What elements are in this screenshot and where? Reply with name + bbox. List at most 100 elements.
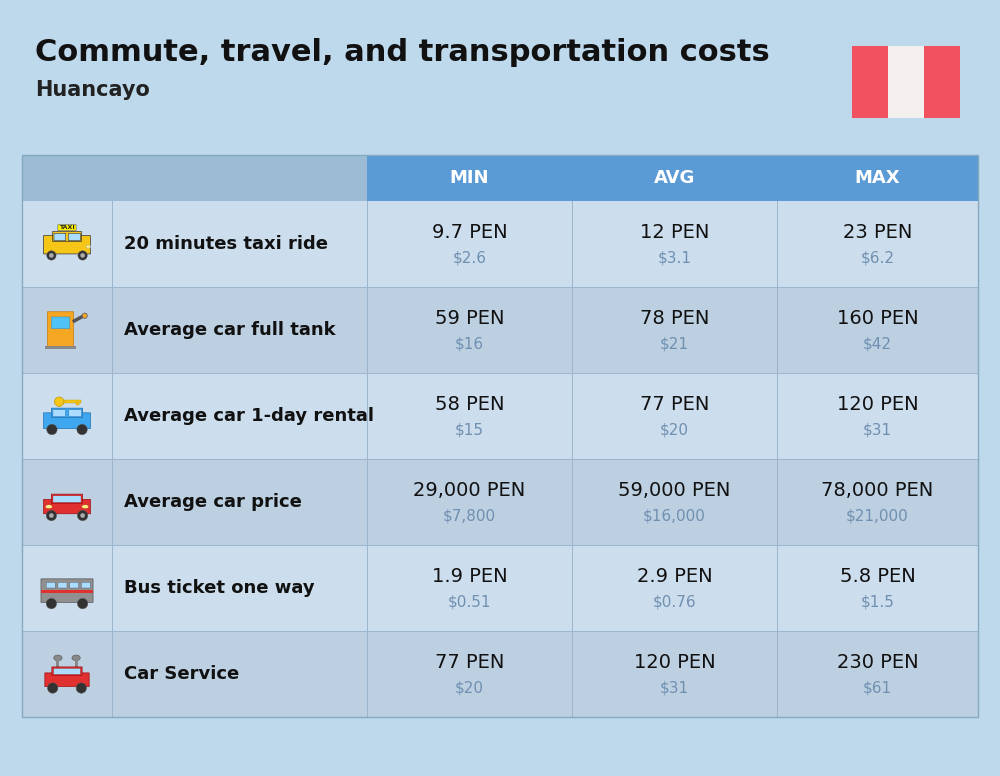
FancyBboxPatch shape bbox=[46, 582, 55, 588]
Text: 120 PEN: 120 PEN bbox=[837, 396, 918, 414]
FancyBboxPatch shape bbox=[81, 582, 90, 588]
Text: 23 PEN: 23 PEN bbox=[843, 223, 912, 242]
Text: 77 PEN: 77 PEN bbox=[640, 396, 709, 414]
Bar bbox=[22, 631, 978, 717]
Bar bbox=[22, 155, 978, 717]
Ellipse shape bbox=[86, 245, 91, 248]
Text: 160 PEN: 160 PEN bbox=[837, 310, 918, 328]
Text: Average car full tank: Average car full tank bbox=[124, 321, 336, 339]
Text: MAX: MAX bbox=[855, 169, 900, 187]
Circle shape bbox=[77, 424, 87, 435]
FancyBboxPatch shape bbox=[44, 413, 90, 428]
Circle shape bbox=[47, 251, 56, 260]
Bar bbox=[367, 155, 978, 201]
Circle shape bbox=[77, 511, 88, 521]
FancyBboxPatch shape bbox=[53, 231, 81, 241]
Text: $61: $61 bbox=[863, 681, 892, 695]
Text: 58 PEN: 58 PEN bbox=[435, 396, 504, 414]
Bar bbox=[41, 590, 93, 593]
FancyBboxPatch shape bbox=[52, 667, 82, 675]
Circle shape bbox=[48, 683, 58, 693]
Ellipse shape bbox=[74, 667, 79, 670]
FancyBboxPatch shape bbox=[58, 225, 76, 230]
Circle shape bbox=[46, 511, 57, 521]
FancyBboxPatch shape bbox=[51, 494, 83, 504]
Bar bbox=[888, 46, 924, 118]
Text: 77 PEN: 77 PEN bbox=[435, 653, 504, 673]
Text: Bus ticket one way: Bus ticket one way bbox=[124, 579, 315, 597]
Text: 1.9 PEN: 1.9 PEN bbox=[432, 567, 507, 587]
FancyBboxPatch shape bbox=[69, 234, 80, 241]
Text: 59 PEN: 59 PEN bbox=[435, 310, 504, 328]
Bar bbox=[22, 155, 367, 201]
FancyBboxPatch shape bbox=[44, 499, 90, 514]
Text: 78,000 PEN: 78,000 PEN bbox=[821, 481, 934, 501]
Circle shape bbox=[78, 251, 87, 260]
FancyBboxPatch shape bbox=[58, 582, 67, 588]
Circle shape bbox=[76, 683, 87, 693]
FancyBboxPatch shape bbox=[53, 496, 81, 503]
Text: $20: $20 bbox=[660, 422, 689, 438]
Text: $20: $20 bbox=[455, 681, 484, 695]
Text: $3.1: $3.1 bbox=[658, 251, 692, 265]
Text: $15: $15 bbox=[455, 422, 484, 438]
Circle shape bbox=[80, 253, 85, 258]
Circle shape bbox=[47, 424, 57, 435]
Bar bbox=[22, 545, 978, 631]
Text: 230 PEN: 230 PEN bbox=[837, 653, 918, 673]
Bar bbox=[56, 657, 59, 669]
Text: $0.51: $0.51 bbox=[448, 594, 491, 609]
FancyBboxPatch shape bbox=[51, 408, 83, 417]
Text: $31: $31 bbox=[660, 681, 689, 695]
Text: Commute, travel, and transportation costs: Commute, travel, and transportation cost… bbox=[35, 38, 770, 67]
Ellipse shape bbox=[72, 655, 80, 660]
FancyBboxPatch shape bbox=[41, 579, 93, 602]
Text: $0.76: $0.76 bbox=[653, 594, 696, 609]
Bar bbox=[22, 373, 978, 459]
FancyBboxPatch shape bbox=[54, 234, 66, 241]
Circle shape bbox=[77, 598, 88, 609]
Ellipse shape bbox=[82, 504, 89, 509]
Bar bbox=[45, 345, 76, 348]
Circle shape bbox=[55, 397, 64, 407]
Text: $31: $31 bbox=[863, 422, 892, 438]
Text: Average car 1-day rental: Average car 1-day rental bbox=[124, 407, 374, 425]
Text: TAXI: TAXI bbox=[59, 225, 75, 230]
Bar bbox=[76, 402, 79, 404]
Bar bbox=[22, 459, 978, 545]
Bar bbox=[924, 46, 960, 118]
Bar bbox=[22, 287, 978, 373]
Text: 29,000 PEN: 29,000 PEN bbox=[413, 481, 526, 501]
FancyBboxPatch shape bbox=[45, 673, 89, 687]
Circle shape bbox=[49, 253, 54, 258]
FancyBboxPatch shape bbox=[69, 410, 81, 417]
Text: $16: $16 bbox=[455, 337, 484, 352]
Text: 9.7 PEN: 9.7 PEN bbox=[432, 223, 507, 242]
Text: $16,000: $16,000 bbox=[643, 508, 706, 524]
Text: $2.6: $2.6 bbox=[452, 251, 486, 265]
Text: $1.5: $1.5 bbox=[861, 594, 894, 609]
Text: $7,800: $7,800 bbox=[443, 508, 496, 524]
Text: 2.9 PEN: 2.9 PEN bbox=[637, 567, 712, 587]
Text: AVG: AVG bbox=[654, 169, 695, 187]
Bar bbox=[852, 46, 888, 118]
Text: 20 minutes taxi ride: 20 minutes taxi ride bbox=[124, 235, 328, 253]
Ellipse shape bbox=[55, 667, 60, 670]
FancyBboxPatch shape bbox=[53, 668, 81, 674]
Text: 12 PEN: 12 PEN bbox=[640, 223, 709, 242]
Text: Car Service: Car Service bbox=[124, 665, 239, 683]
Text: 78 PEN: 78 PEN bbox=[640, 310, 709, 328]
Ellipse shape bbox=[54, 655, 62, 660]
Circle shape bbox=[46, 598, 57, 609]
Bar bbox=[75, 657, 78, 669]
Text: 59,000 PEN: 59,000 PEN bbox=[618, 481, 731, 501]
Text: MIN: MIN bbox=[450, 169, 489, 187]
FancyBboxPatch shape bbox=[51, 317, 70, 329]
Circle shape bbox=[49, 513, 54, 518]
Text: $21: $21 bbox=[660, 337, 689, 352]
FancyBboxPatch shape bbox=[53, 410, 65, 417]
Text: $6.2: $6.2 bbox=[860, 251, 895, 265]
Text: 5.8 PEN: 5.8 PEN bbox=[840, 567, 915, 587]
FancyBboxPatch shape bbox=[70, 582, 79, 588]
Bar bbox=[64, 400, 81, 403]
